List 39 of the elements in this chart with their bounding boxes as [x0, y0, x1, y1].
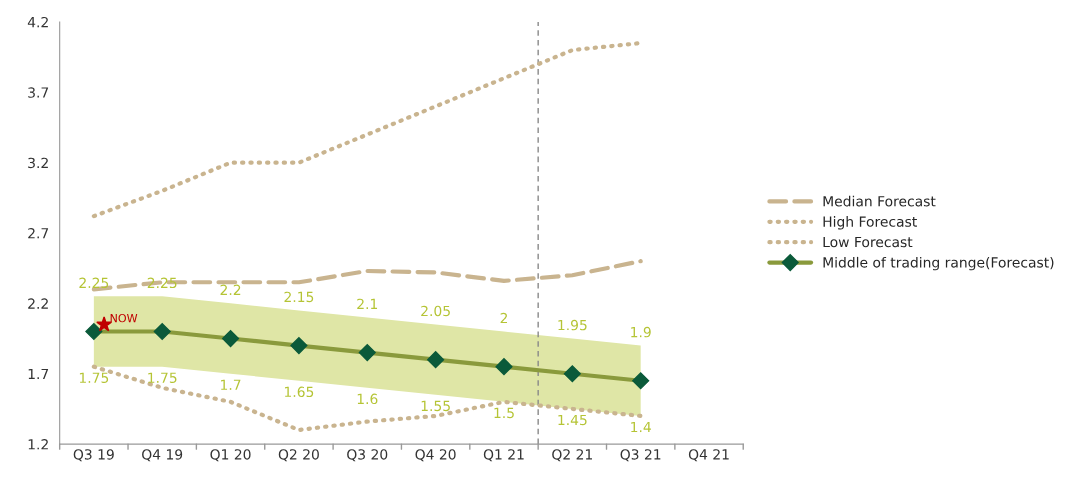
y-tick-label: 2.2 [28, 298, 48, 309]
annotation: 1.5 [494, 407, 514, 419]
annotation: 1.95 [558, 319, 587, 331]
x-tick-label: Q4 19 [142, 449, 183, 462]
annotation: 1.75 [148, 372, 177, 383]
annotation: 2.05 [421, 305, 450, 317]
x-tick-label: Q1 20 [210, 449, 251, 462]
legend-label: High Forecast [823, 216, 917, 230]
annotation: 2.2 [220, 284, 241, 295]
x-tick-label: Q2 21 [552, 449, 592, 462]
annotation: 2.1 [357, 298, 378, 309]
annotation: 2.25 [79, 277, 109, 289]
y-tick-label: 2.7 [28, 227, 49, 239]
y-tick-label: 4.2 [27, 16, 48, 28]
y-tick-label: 3.2 [28, 157, 48, 169]
annotation: 2.15 [284, 291, 314, 303]
annotation: 1.6 [357, 393, 378, 405]
annotation: 1.75 [79, 372, 109, 383]
legend-label: Middle of trading range(Forecast) [823, 256, 1054, 271]
y-tick-label: 1.2 [28, 439, 48, 450]
legend-label: Median Forecast [823, 195, 936, 207]
y-tick-label: 3.7 [28, 87, 49, 98]
x-tick-label: Q4 21 [688, 449, 729, 462]
x-tick-label: Q3 20 [347, 449, 388, 462]
annotation: 1.55 [421, 400, 450, 412]
annotation: 1.45 [558, 414, 587, 426]
annotation: 2 [500, 312, 508, 324]
annotation: 1.9 [631, 326, 651, 338]
annotation: NOW [110, 313, 138, 323]
legend-label: Low Forecast [823, 236, 913, 248]
annotation: 1.7 [221, 379, 241, 390]
x-tick-label: Q1 21 [483, 449, 524, 462]
x-tick-label: Q3 21 [620, 449, 661, 462]
y-tick-label: 1.7 [28, 368, 49, 379]
annotation: 1.65 [284, 386, 314, 398]
x-tick-label: Q2 20 [278, 449, 319, 462]
x-tick-label: Q3 19 [73, 449, 114, 462]
annotation: 1.4 [631, 421, 651, 433]
x-tick-label: Q4 20 [415, 449, 456, 462]
